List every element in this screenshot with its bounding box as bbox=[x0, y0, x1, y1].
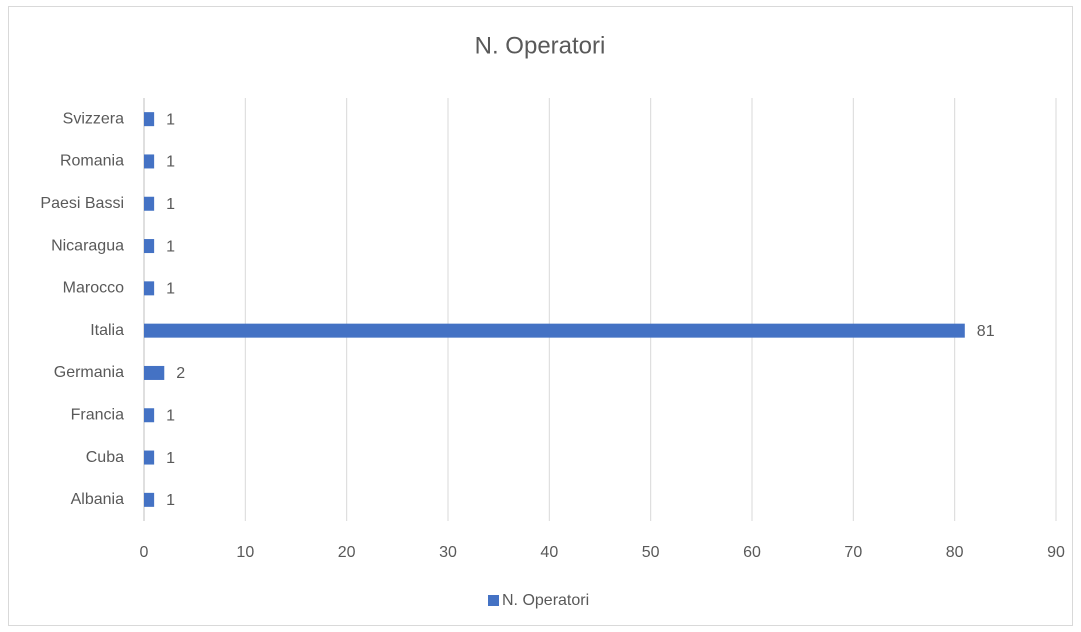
data-label: 1 bbox=[166, 407, 175, 424]
data-label: 1 bbox=[166, 281, 175, 298]
x-tick-label: 80 bbox=[946, 544, 964, 561]
x-tick-label: 10 bbox=[236, 544, 254, 561]
data-label: 81 bbox=[977, 323, 995, 340]
bar bbox=[144, 196, 155, 211]
legend-label: N. Operatori bbox=[502, 592, 589, 609]
data-label: 1 bbox=[166, 450, 175, 467]
bar bbox=[144, 408, 155, 423]
bar bbox=[144, 112, 155, 127]
chart-title: N. Operatori bbox=[475, 32, 606, 59]
bar bbox=[144, 492, 155, 507]
y-tick-label: Francia bbox=[71, 406, 124, 423]
x-tick-label: 0 bbox=[140, 544, 149, 561]
legend-swatch bbox=[488, 595, 499, 606]
x-tick-label: 70 bbox=[844, 544, 862, 561]
bar bbox=[144, 365, 165, 380]
y-tick-label: Albania bbox=[71, 491, 124, 508]
bar bbox=[144, 323, 965, 338]
data-label: 2 bbox=[176, 365, 185, 382]
x-tick-label: 20 bbox=[338, 544, 356, 561]
bar bbox=[144, 154, 155, 169]
bar bbox=[144, 450, 155, 465]
y-tick-label: Germania bbox=[54, 364, 124, 381]
y-tick-label: Paesi Bassi bbox=[40, 195, 124, 212]
bar bbox=[144, 281, 155, 296]
data-label: 1 bbox=[166, 492, 175, 509]
data-label: 1 bbox=[166, 111, 175, 128]
x-tick-label: 40 bbox=[540, 544, 558, 561]
y-tick-label: Italia bbox=[90, 322, 124, 339]
y-tick-label: Svizzera bbox=[63, 110, 124, 127]
y-tick-label: Marocco bbox=[63, 280, 124, 297]
data-label: 1 bbox=[166, 154, 175, 171]
x-tick-label: 50 bbox=[642, 544, 660, 561]
chart-border bbox=[8, 6, 1073, 626]
x-tick-label: 30 bbox=[439, 544, 457, 561]
bar bbox=[144, 239, 155, 254]
data-label: 1 bbox=[166, 196, 175, 213]
y-tick-label: Cuba bbox=[86, 449, 124, 466]
y-tick-label: Romania bbox=[60, 153, 124, 170]
x-tick-label: 60 bbox=[743, 544, 761, 561]
y-tick-label: Nicaragua bbox=[51, 237, 124, 254]
data-label: 1 bbox=[166, 238, 175, 255]
x-tick-label: 90 bbox=[1047, 544, 1065, 561]
